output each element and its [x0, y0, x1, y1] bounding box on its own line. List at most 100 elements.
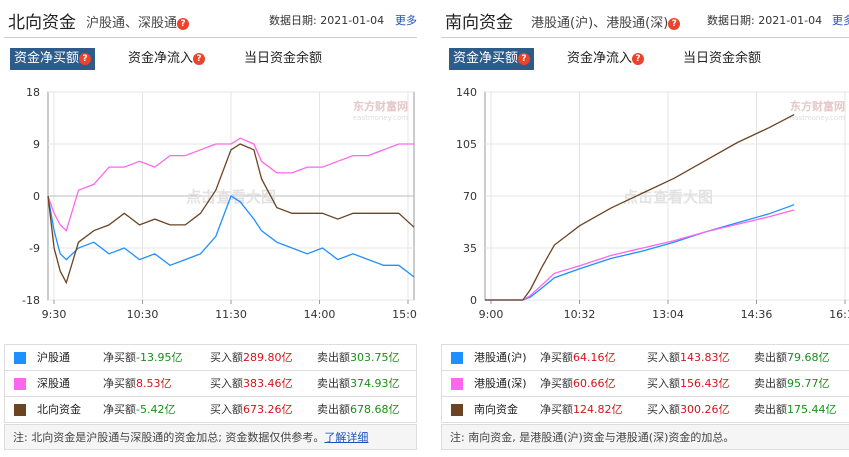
tab-net-buy[interactable]: 资金净买额? — [10, 48, 96, 70]
tab-net-inflow[interactable]: 资金净流入? — [567, 48, 645, 70]
y-tick-label: 105 — [456, 138, 477, 151]
series-line — [485, 114, 795, 301]
brand-logo: 东方财富网 — [790, 99, 845, 113]
legend-row: 港股通(深) 净买额60.66亿 买入额156.43亿 卖出额95.77亿 — [442, 371, 849, 397]
y-tick-label: -9 — [29, 242, 40, 255]
y-tick-label: 0 — [470, 294, 477, 307]
panel-subtitle: 港股通(沪)、港股通(深)? — [531, 12, 681, 31]
y-tick-label: 18 — [26, 86, 40, 99]
legend-row: 深股通 净买额8.53亿 买入额383.46亿 卖出额374.93亿 — [5, 371, 416, 397]
x-tick-label: 14:00 — [304, 308, 336, 321]
legend-row: 沪股通 净买额-13.95亿 买入额289.80亿 卖出额303.75亿 — [5, 345, 416, 371]
legend-swatch — [451, 378, 463, 390]
tab-label: 资金净买额 — [453, 51, 519, 66]
buy-amount: 买入额143.83亿 — [647, 351, 730, 364]
tab-net-inflow[interactable]: 资金净流入? — [128, 48, 206, 70]
series-line — [47, 143, 415, 285]
legend-swatch — [451, 404, 463, 416]
legend-swatch — [14, 404, 26, 416]
sell-amount: 卖出额678.68亿 — [317, 403, 400, 416]
x-tick-label: 10:32 — [564, 308, 596, 321]
legend-name: 沪股通 — [37, 351, 70, 364]
brand-logo-sub: eastmoney.com — [790, 114, 845, 122]
southbound-chart[interactable]: 140 105 70 35 09:00 10:32 13:04 14:36 16:10 点击查看大… — [441, 78, 849, 328]
panel-title: 南向资金 — [445, 13, 513, 33]
footnote: 注: 南向资金, 是港股通(沪)资金与港股通(深)资金的加总。 — [441, 424, 849, 450]
panel-title: 北向资金 — [8, 13, 76, 33]
data-date: 数据日期: 2021-01-04 — [269, 14, 385, 27]
legend-row: 港股通(沪) 净买额64.16亿 买入额143.83亿 卖出额79.68亿 — [442, 345, 849, 371]
northbound-panel: 北向资金 沪股通、深股通? 数据日期: 2021-01-04 更多 资金净买额?… — [4, 0, 417, 457]
sell-amount: 卖出额303.75亿 — [317, 351, 400, 364]
y-tick-label: -18 — [22, 294, 40, 307]
net-buy: 净买额124.82亿 — [540, 403, 623, 416]
data-date: 数据日期: 2021-01-04 — [707, 14, 823, 27]
legend-row: 北向资金 净买额-5.42亿 买入额673.26亿 卖出额678.68亿 — [5, 397, 416, 423]
footnote-text: 注: 南向资金, 是港股通(沪)资金与港股通(深)资金的加总。 — [450, 431, 735, 444]
legend-name: 南向资金 — [474, 403, 518, 416]
y-tick-label: 70 — [463, 190, 477, 203]
x-tick-label: 9:00 — [479, 308, 504, 321]
footnote-text: 注: 北向资金是沪股通与深股通的资金加总; 资金数据仅供参考。 — [13, 431, 325, 444]
help-icon[interactable]: ? — [79, 53, 92, 65]
legend-name: 港股通(深) — [474, 377, 527, 390]
subtitle-text: 港股通(沪)、港股通(深) — [531, 16, 669, 31]
legend-swatch — [14, 352, 26, 364]
sell-amount: 卖出额79.68亿 — [754, 351, 830, 364]
sell-amount: 卖出额175.44亿 — [754, 403, 837, 416]
legend-name: 港股通(沪) — [474, 351, 527, 364]
y-tick-label: 0 — [33, 190, 40, 203]
northbound-chart[interactable]: 1890-9-189:3010:3011:3014:0015:00点击查看大图东… — [4, 78, 417, 328]
buy-amount: 买入额383.46亿 — [210, 377, 293, 390]
x-tick-label: 14:36 — [741, 308, 773, 321]
help-icon[interactable]: ? — [177, 18, 190, 30]
net-buy: 净买额60.66亿 — [540, 377, 616, 390]
legend-table: 沪股通 净买额-13.95亿 买入额289.80亿 卖出额303.75亿 深股通 净买额8… — [4, 344, 417, 423]
legend-row: 南向资金 净买额124.82亿 买入额300.26亿 卖出额175.44亿 — [442, 397, 849, 423]
y-tick-label: 9 — [33, 138, 40, 151]
buy-amount: 买入额289.80亿 — [210, 351, 293, 364]
legend-swatch — [14, 378, 26, 390]
net-buy: 净买额-5.42亿 — [103, 403, 176, 416]
sell-amount: 卖出额95.77亿 — [754, 377, 830, 390]
x-tick-label: 15:00 — [392, 308, 417, 321]
sell-amount: 卖出额374.93亿 — [317, 377, 400, 390]
tab-label: 资金净流入 — [567, 51, 633, 66]
legend-swatch — [451, 352, 463, 364]
net-buy: 净买额8.53亿 — [103, 377, 172, 390]
tab-daily-balance[interactable]: 当日资金余额 — [244, 51, 323, 66]
net-buy: 净买额64.16亿 — [540, 351, 616, 364]
learn-more-link[interactable]: 了解详细 — [324, 431, 369, 444]
help-icon[interactable]: ? — [518, 53, 531, 65]
tab-net-buy[interactable]: 资金净买额? — [449, 48, 535, 70]
y-tick-label: 35 — [463, 242, 477, 255]
subtitle-text: 沪股通、深股通 — [86, 16, 178, 31]
panel-subtitle: 沪股通、深股通? — [86, 12, 190, 31]
panel-header: 南向资金 港股通(沪)、港股通(深)? 数据日期: 2021-01-04 更多 — [441, 0, 849, 38]
x-tick-label: 10:30 — [127, 308, 159, 321]
buy-amount: 买入额300.26亿 — [647, 403, 730, 416]
x-tick-label: 9:30 — [42, 308, 67, 321]
footnote: 注: 北向资金是沪股通与深股通的资金加总; 资金数据仅供参考。了解详细 — [4, 424, 417, 450]
more-link[interactable]: 更多 — [395, 14, 417, 27]
x-tick-label: 11:30 — [215, 308, 247, 321]
tab-label: 资金净买额 — [14, 51, 80, 66]
watermark: 点击查看大图 — [623, 188, 713, 206]
help-icon[interactable]: ? — [632, 53, 645, 65]
buy-amount: 买入额156.43亿 — [647, 377, 730, 390]
tab-label: 资金净流入 — [128, 51, 194, 66]
legend-table: 港股通(沪) 净买额64.16亿 买入额143.83亿 卖出额79.68亿港股通(深)… — [441, 344, 849, 423]
brand-logo-sub: eastmoney.com — [353, 114, 408, 122]
more-link[interactable]: 更多 — [832, 14, 849, 27]
help-icon[interactable]: ? — [193, 53, 206, 65]
y-tick-label: 140 — [456, 86, 477, 99]
tab-daily-balance[interactable]: 当日资金余额 — [683, 51, 762, 66]
legend-name: 北向资金 — [37, 403, 81, 416]
buy-amount: 买入额673.26亿 — [210, 403, 293, 416]
brand-logo: 东方财富网 — [353, 99, 408, 113]
series-line — [47, 195, 415, 278]
x-tick-label: 16:10 — [829, 308, 849, 321]
help-icon[interactable]: ? — [668, 18, 681, 30]
panel-header: 北向资金 沪股通、深股通? 数据日期: 2021-01-04 更多 — [4, 0, 417, 38]
legend-name: 深股通 — [37, 377, 70, 390]
